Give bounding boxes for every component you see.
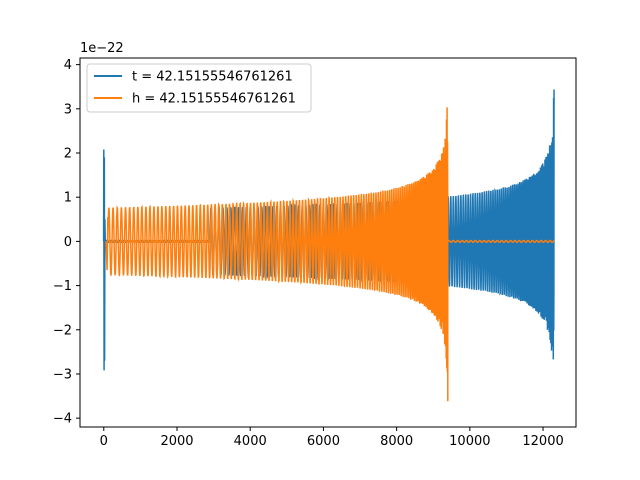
- x-tick-label: 2000: [160, 434, 193, 449]
- x-tick-label: 12000: [522, 434, 563, 449]
- legend-label-t: t = 42.15155546761261: [132, 70, 293, 85]
- x-axis-ticks: 0 2000 4000 6000 8000 10000 12000: [100, 427, 564, 449]
- y-tick-label: −4: [53, 412, 72, 427]
- y-tick-label: 3: [64, 102, 72, 117]
- series-h-line: [105, 107, 555, 402]
- series-h-flat: [447, 239, 555, 244]
- y-tick-label: −3: [53, 367, 72, 382]
- x-tick-label: 4000: [234, 434, 267, 449]
- series-h-zero-overlay: [106, 239, 211, 244]
- series-h-chirp: [107, 107, 449, 402]
- x-tick-label: 10000: [449, 434, 490, 449]
- y-tick-label: 2: [64, 147, 72, 162]
- series-t-start-spike: [102, 149, 107, 371]
- y-tick-label: −2: [53, 323, 72, 338]
- y-tick-label: 1: [64, 191, 72, 206]
- y-axis-ticks: 4 3 2 1 0 −1 −2 −3 −4: [53, 58, 80, 427]
- x-tick-label: 0: [100, 434, 108, 449]
- y-tick-label: 0: [64, 235, 72, 250]
- legend-box: [86, 63, 312, 113]
- y-offset-label: 1e−22: [80, 41, 124, 56]
- y-tick-label: 4: [64, 58, 72, 73]
- plot-area: [102, 89, 555, 402]
- x-tick-label: 8000: [380, 434, 413, 449]
- y-tick-label: −1: [53, 279, 72, 294]
- x-tick-label: 6000: [307, 434, 340, 449]
- axes-frame: [79, 57, 577, 428]
- legend: t = 42.15155546761261 h = 42.15155546761…: [86, 63, 312, 113]
- legend-label-h: h = 42.15155546761261: [132, 92, 296, 107]
